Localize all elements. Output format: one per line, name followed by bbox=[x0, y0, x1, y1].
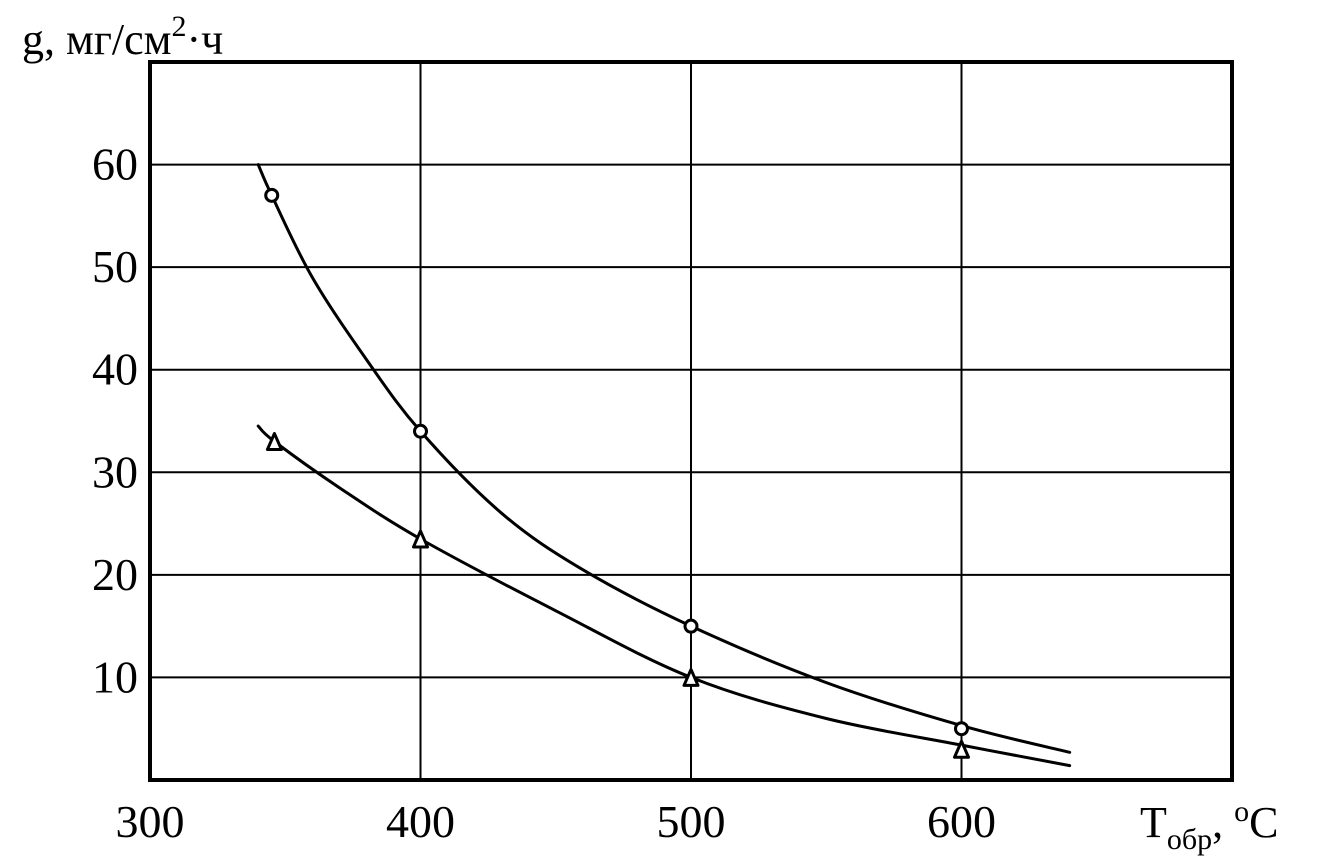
x-tick-label: 500 bbox=[657, 796, 726, 847]
x-tick-label: 400 bbox=[386, 796, 455, 847]
y-axis-title: g, мг/см2·ч bbox=[22, 10, 223, 64]
plot-frame bbox=[148, 60, 1234, 782]
series-2-point bbox=[953, 739, 970, 759]
y-tick-label: 20 bbox=[92, 549, 138, 600]
series-1-point bbox=[683, 618, 699, 634]
series-1-point bbox=[264, 187, 280, 203]
x-tick-label: 600 bbox=[927, 796, 996, 847]
series-2-point bbox=[412, 529, 429, 549]
series-1-point bbox=[413, 423, 428, 439]
markers bbox=[264, 187, 970, 759]
series-1-point bbox=[954, 721, 969, 737]
series-2-point bbox=[265, 432, 283, 452]
y-tick-label: 40 bbox=[92, 344, 138, 395]
y-tick-label: 60 bbox=[92, 139, 138, 190]
y-tick-label: 30 bbox=[92, 446, 138, 497]
y-tick-label: 50 bbox=[92, 241, 138, 292]
series-1-line bbox=[256, 163, 1072, 754]
tick-labels: 10 20 30 40 50 60 300 400 500 600 bbox=[92, 139, 996, 847]
x-axis-title: Tобр, oC bbox=[1140, 795, 1279, 856]
series-2-line bbox=[256, 424, 1072, 768]
x-tick-label: 300 bbox=[116, 796, 185, 847]
curves bbox=[256, 163, 1072, 768]
grid bbox=[150, 62, 1232, 780]
y-tick-label: 10 bbox=[92, 651, 138, 702]
series-2-point bbox=[682, 667, 700, 687]
